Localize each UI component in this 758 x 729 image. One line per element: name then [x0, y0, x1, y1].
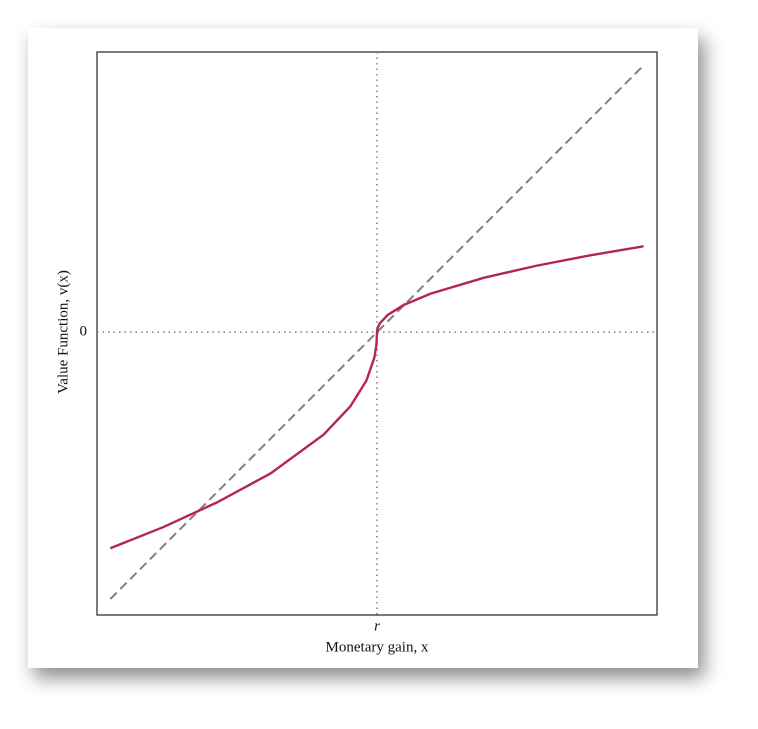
x-axis-label: Monetary gain, x [326, 639, 429, 655]
series-line [109, 245, 644, 550]
series-line [109, 64, 645, 600]
y-axis-label: Value Function, v(x) [55, 270, 71, 394]
y-tick-label: 0 [80, 324, 88, 340]
x-tick-label: r [374, 618, 380, 634]
card [28, 28, 698, 668]
